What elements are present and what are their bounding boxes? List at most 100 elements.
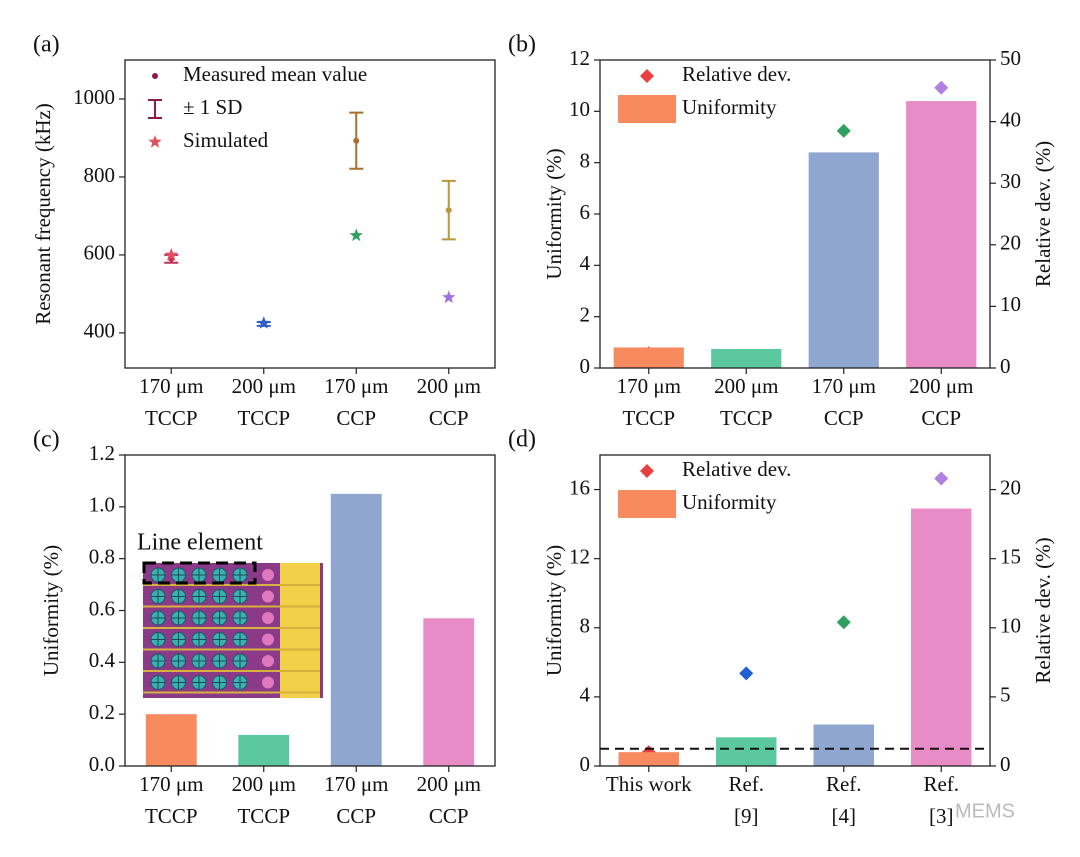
watermark: MEMS [955, 800, 1015, 822]
inset-cross [212, 654, 227, 668]
x-tick-label: TCCP [145, 804, 198, 828]
x-tick-label: 170 μm [139, 374, 203, 398]
x-tick-label: 200 μm [714, 374, 778, 398]
inset-cross [233, 654, 247, 668]
x-tick-label: TCCP [145, 406, 198, 430]
inset-cross [151, 675, 165, 690]
inset-cross [171, 568, 186, 582]
x-tick-label: CCP [336, 804, 376, 828]
y-tick-label: 0.0 [89, 752, 115, 776]
x-tick-label: Ref. [728, 772, 764, 796]
inset-cross [233, 589, 247, 604]
bar [906, 101, 977, 369]
x-tick-label: [4] [832, 804, 857, 828]
bar [813, 724, 874, 766]
x-tick-label: TCCP [237, 804, 290, 828]
x-tick-label: TCCP [720, 406, 773, 430]
y-tick-label: 600 [84, 241, 116, 265]
legend-label: Uniformity [682, 490, 777, 514]
y-axis-label: Resonant frequency (kHz) [31, 103, 55, 325]
diamond-point [836, 615, 851, 630]
legend-swatch [618, 95, 676, 123]
y-axis-label: Uniformity (%) [542, 148, 566, 279]
x-tick-label: Ref. [826, 772, 862, 796]
inset-cross [171, 675, 186, 690]
inset-cross [212, 568, 227, 582]
inset-pad-dot [262, 655, 274, 667]
x-tick-label: 170 μm [617, 374, 681, 398]
y-tick-label: 8 [580, 148, 591, 172]
y-tick-label: 800 [84, 163, 116, 187]
inset-pad-dot [262, 676, 274, 689]
inset-dashed-box [142, 561, 257, 585]
y-tick-label: 4 [580, 683, 591, 707]
x-tick-label: 170 μm [812, 374, 876, 398]
y-tick-label: 8 [580, 614, 591, 638]
inset-cross [212, 589, 227, 604]
inset-micrograph [142, 561, 323, 698]
y-tick-label: 4 [580, 251, 591, 275]
inset-cross [192, 589, 206, 604]
inset-cross [171, 632, 186, 647]
inset-cross [192, 654, 206, 668]
x-tick-label: 170 μm [324, 772, 388, 796]
y2-axis-label: Relative dev. (%) [1031, 537, 1055, 683]
plot-frame [124, 454, 496, 767]
panel-label: (b) [508, 32, 536, 58]
inset-cross [233, 675, 247, 690]
x-tick-label: [9] [734, 804, 759, 828]
plot-frame [124, 59, 496, 369]
x-tick-label: CCP [921, 406, 961, 430]
bar [911, 508, 972, 766]
mean-point [353, 137, 360, 144]
star-point [442, 290, 456, 304]
x-tick-label: 200 μm [417, 374, 481, 398]
bar [613, 347, 684, 368]
inset-cross [192, 632, 206, 647]
inset-cross [151, 654, 165, 668]
x-tick-label: CCP [429, 804, 469, 828]
inset-cross [212, 611, 227, 625]
inset-pad-dot [262, 612, 274, 624]
star-point [164, 247, 178, 261]
y-tick-label: 0.8 [89, 544, 115, 568]
diamond-point [934, 80, 949, 95]
x-tick-label: This work [606, 772, 692, 796]
y-tick-label: 6 [580, 200, 591, 224]
y-tick-label: 1.0 [89, 493, 115, 517]
legend-marker [640, 464, 654, 478]
inset-cross [192, 675, 206, 690]
y2-tick-label: 0 [1000, 752, 1011, 776]
x-tick-label: CCP [429, 406, 469, 430]
bar [330, 493, 382, 766]
inset-cross [171, 611, 186, 625]
legend-marker [152, 73, 158, 79]
y2-tick-label: 10 [1000, 614, 1021, 638]
legend-marker [148, 99, 162, 119]
y2-tick-label: 20 [1000, 475, 1021, 499]
x-tick-label: CCP [336, 406, 376, 430]
star-point [257, 316, 271, 329]
bar [618, 752, 679, 766]
legend-swatch [618, 490, 676, 518]
x-tick-label: 170 μm [324, 374, 388, 398]
legend-label: Uniformity [682, 95, 777, 119]
inset-cross [151, 611, 165, 625]
annotation: Line element [137, 530, 263, 556]
legend-marker [148, 135, 162, 148]
inset-cross [233, 568, 247, 582]
x-tick-label: 170 μm [139, 772, 203, 796]
bar [716, 737, 777, 766]
inset-pad-dot [262, 590, 274, 603]
y2-tick-label: 15 [1000, 544, 1021, 568]
y-tick-label: 0 [580, 752, 591, 776]
legend-label: ± 1 SD [183, 95, 242, 119]
y2-tick-label: 30 [1000, 169, 1021, 193]
y-tick-label: 1000 [73, 85, 115, 109]
inset-cross [212, 675, 227, 690]
inset-cross [212, 632, 227, 647]
y-axis-label: Uniformity (%) [542, 545, 566, 676]
bar [711, 349, 782, 368]
y-tick-label: 0 [580, 354, 591, 378]
